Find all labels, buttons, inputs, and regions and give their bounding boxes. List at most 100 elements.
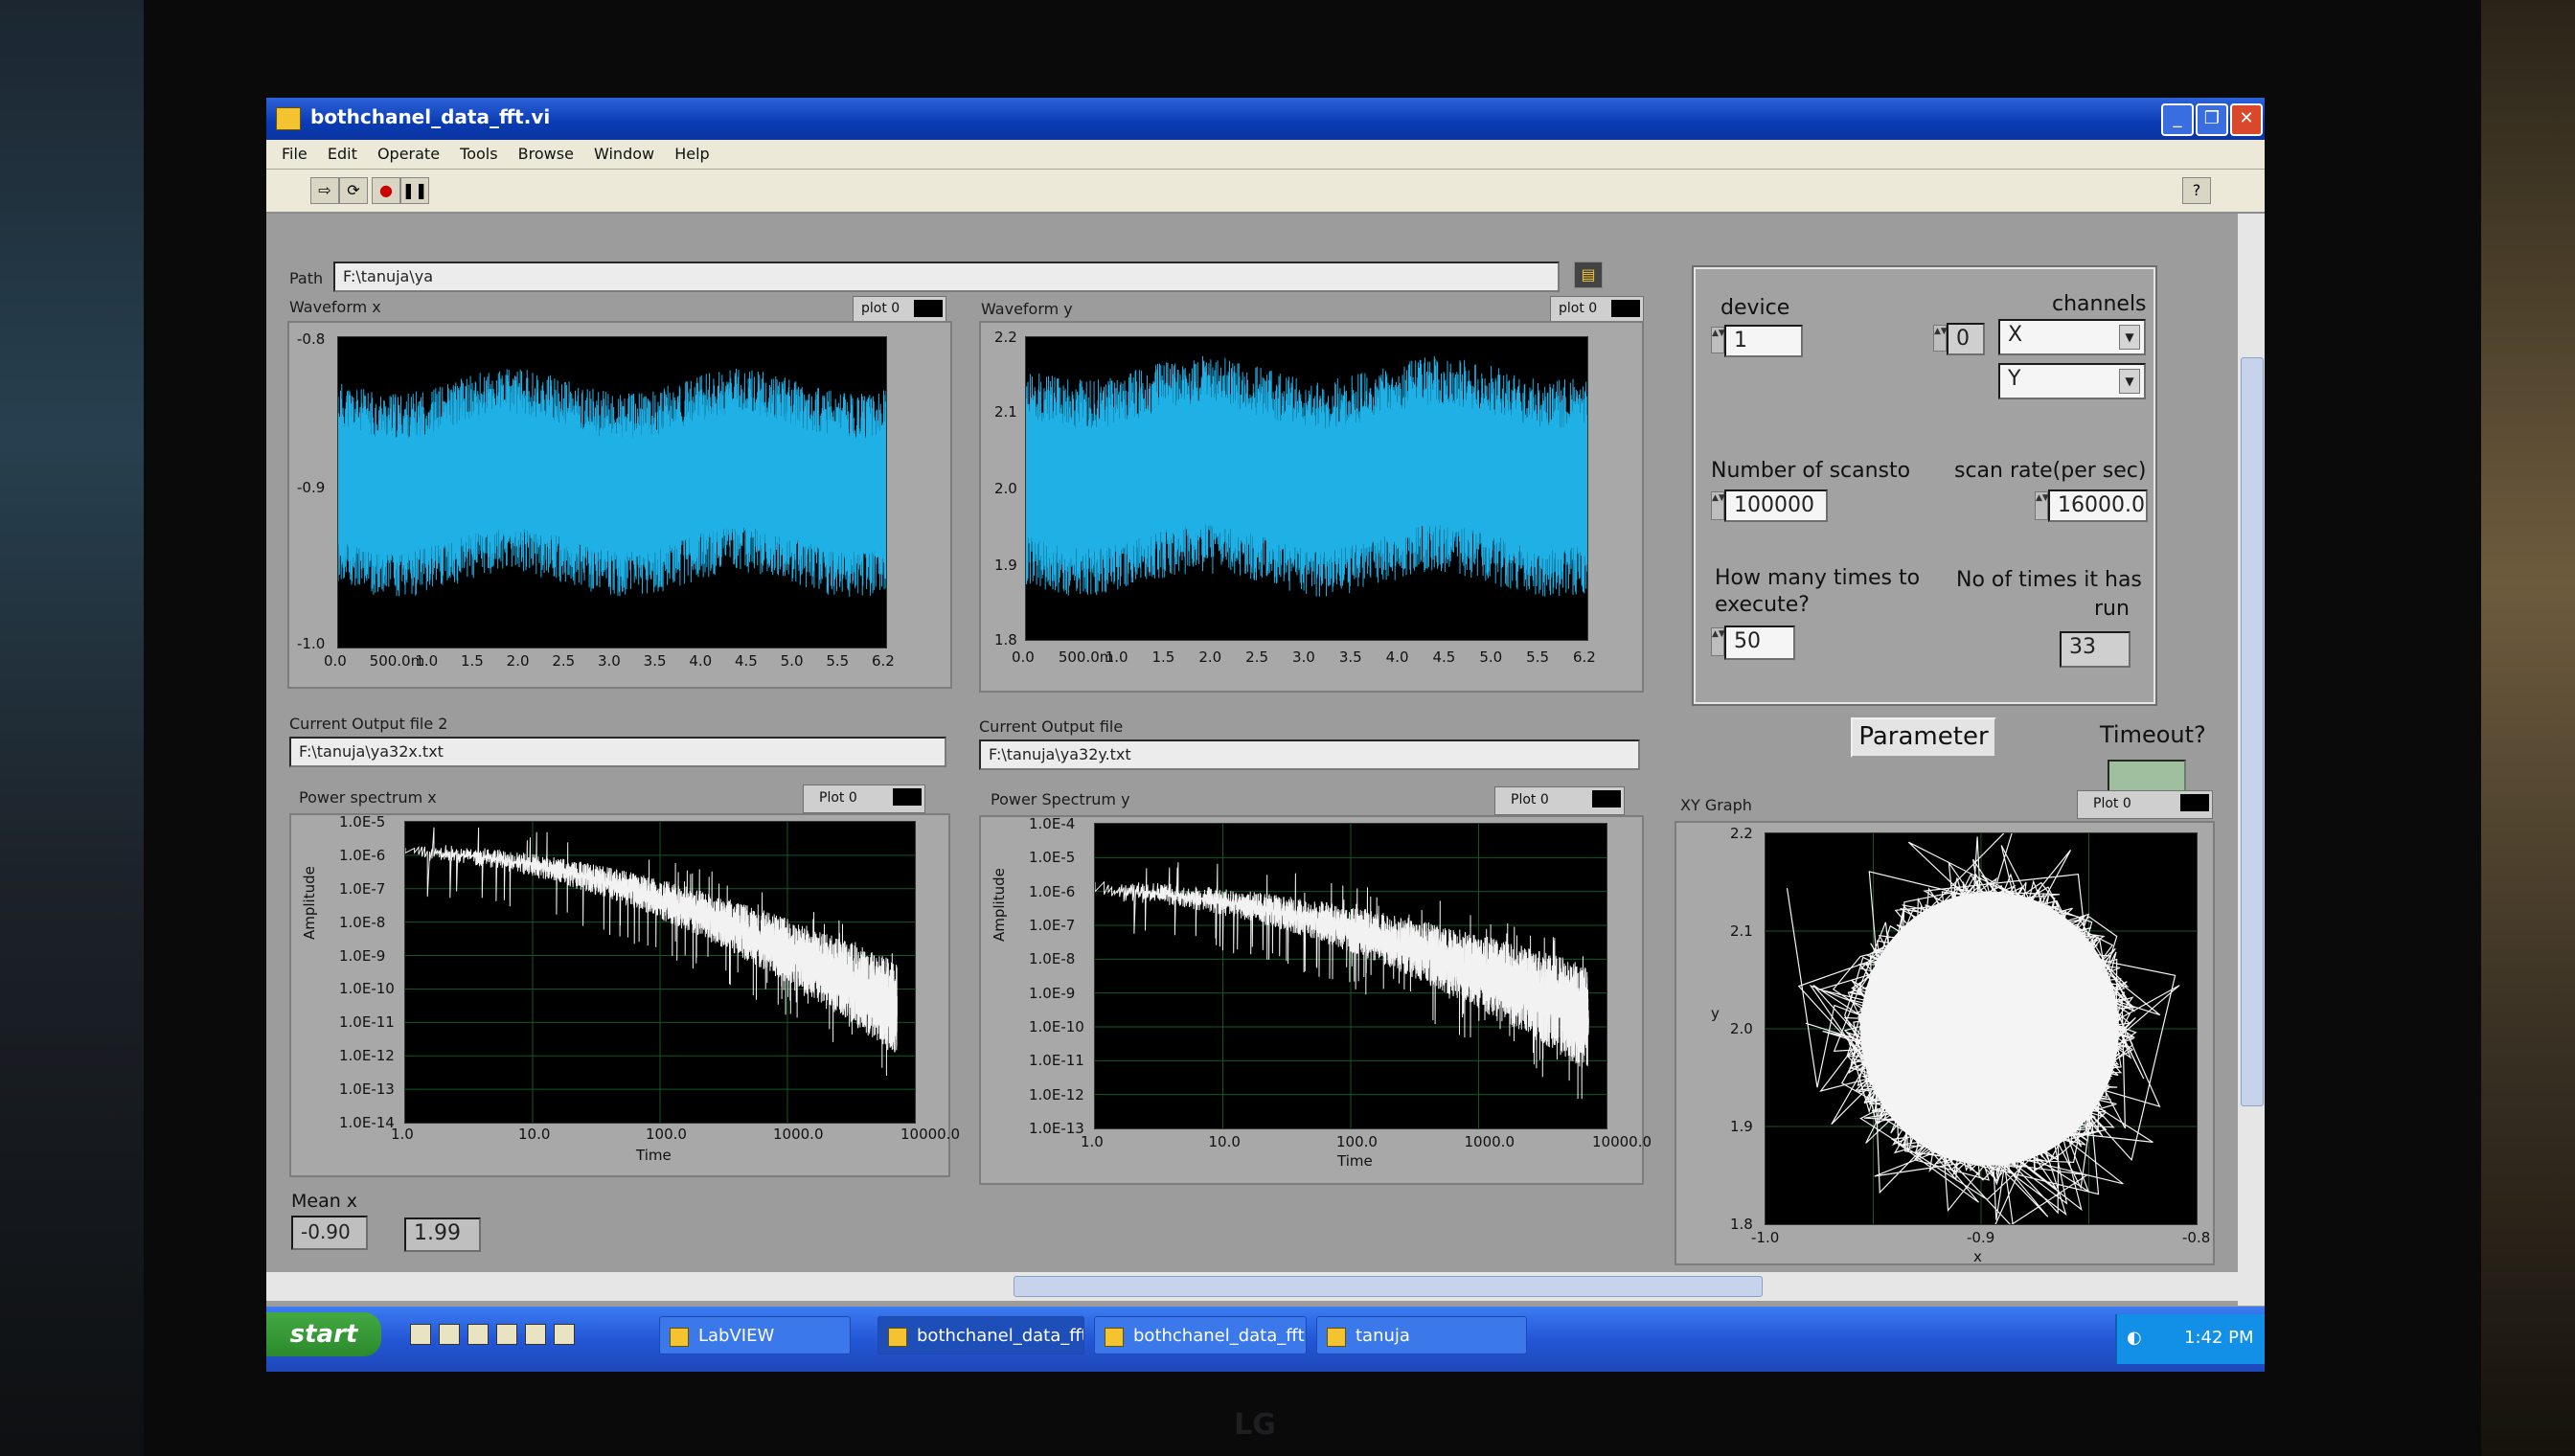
plot-line-swatch-icon bbox=[914, 300, 943, 317]
waveform-y-plot-area[interactable] bbox=[1025, 336, 1588, 641]
horizontal-scroll-thumb[interactable] bbox=[1014, 1276, 1763, 1297]
channel-1-select[interactable]: X ▼ bbox=[1998, 319, 2146, 355]
wy-y-tick: 2.2 bbox=[994, 329, 1017, 346]
parameter-button[interactable]: Parameter bbox=[1851, 717, 1996, 758]
wy-y-tick: 1.9 bbox=[994, 557, 1017, 574]
waveform-y-graph: 2.2 2.1 2.0 1.9 1.8 0.0 500.0m 1.0 1.5 2.0 2.… bbox=[979, 321, 1644, 693]
scans-spinner-icon[interactable]: ▲▼ bbox=[1711, 491, 1725, 520]
vertical-scrollbar[interactable] bbox=[2238, 214, 2265, 1306]
quicklaunch-labview-icon[interactable] bbox=[439, 1324, 460, 1345]
chevron-down-icon[interactable]: ▼ bbox=[2119, 369, 2140, 394]
quicklaunch-chrome-icon[interactable] bbox=[525, 1324, 546, 1345]
menu-help[interactable]: Help bbox=[674, 145, 710, 163]
quicklaunch-ie-icon[interactable] bbox=[410, 1324, 431, 1345]
minimize-button[interactable]: _ bbox=[2161, 103, 2194, 136]
px-y-tick: 1.0E-6 bbox=[339, 846, 386, 864]
help-icon[interactable]: ? bbox=[2182, 177, 2211, 204]
scan-rate-input[interactable]: 16000.0 bbox=[2048, 489, 2148, 522]
py-y-tick: 1.0E-10 bbox=[1029, 1018, 1084, 1035]
channel-index-spinner-icon[interactable]: ▲▼ bbox=[1933, 325, 1948, 352]
quicklaunch-explorer-icon[interactable] bbox=[496, 1324, 517, 1345]
device-spinner-icon[interactable]: ▲▼ bbox=[1711, 327, 1725, 353]
xy-ylabel: y bbox=[1711, 1005, 1720, 1022]
wy-x-tick: 1.5 bbox=[1151, 648, 1175, 666]
path-input[interactable]: F:\tanuja\ya bbox=[333, 262, 1560, 292]
browse-folder-icon[interactable]: ▤ bbox=[1574, 262, 1603, 288]
taskbar-item-labview[interactable]: LabVIEW bbox=[659, 1316, 851, 1354]
waveform-y-legend[interactable]: plot 0 bbox=[1550, 296, 1644, 323]
pause-icon[interactable]: ❚❚ bbox=[400, 177, 429, 204]
power-y-legend[interactable]: Plot 0 bbox=[1494, 786, 1625, 815]
path-label: Path bbox=[289, 269, 324, 287]
mean-label: Mean x bbox=[291, 1191, 358, 1212]
power-x-legend-text: Plot 0 bbox=[819, 790, 857, 806]
xy-graph-legend[interactable]: Plot 0 bbox=[2077, 790, 2213, 819]
taskbar-item-label: tanuja bbox=[1356, 1326, 1410, 1346]
wx-y-tick: -0.8 bbox=[297, 330, 326, 348]
channel-2-select[interactable]: Y ▼ bbox=[1998, 363, 2146, 399]
start-button[interactable]: start bbox=[266, 1312, 381, 1356]
menu-operate[interactable]: Operate bbox=[376, 145, 441, 163]
spectrum-trace bbox=[405, 827, 898, 1077]
scan-rate-spinner-icon[interactable]: ▲▼ bbox=[2035, 491, 2049, 520]
menu-edit[interactable]: Edit bbox=[327, 145, 357, 163]
menu-file[interactable]: File bbox=[282, 145, 308, 163]
xy-graph: 2.2 2.1 2.0 1.9 1.8 y -1.0 -0.9 -0.8 x bbox=[1675, 821, 2215, 1265]
power-x-legend[interactable]: Plot 0 bbox=[803, 785, 925, 813]
device-input[interactable]: 1 bbox=[1724, 325, 1803, 357]
menu-window[interactable]: Window bbox=[594, 145, 655, 163]
waveform-x-plot-area[interactable] bbox=[337, 336, 887, 648]
taskbar-item-vi-diagram[interactable]: bothchanel_data_fft.... bbox=[1094, 1316, 1307, 1354]
taskbar: start LabVIEW bothchanel_data_fft.vi bot… bbox=[266, 1307, 2265, 1372]
tray-network-icon[interactable]: ◐ bbox=[2127, 1328, 2142, 1348]
scans-input[interactable]: 100000 bbox=[1724, 489, 1828, 522]
chevron-down-icon[interactable]: ▼ bbox=[2119, 325, 2140, 350]
xy-y-tick: 2.1 bbox=[1730, 922, 1753, 940]
power-y-plot-area[interactable] bbox=[1094, 823, 1607, 1129]
labview-vi-icon bbox=[276, 107, 301, 130]
waveform-x-legend[interactable]: plot 0 bbox=[853, 296, 946, 323]
run-continuously-icon[interactable]: ⟳ bbox=[339, 177, 368, 204]
photo-background-right bbox=[2481, 0, 2575, 1456]
execute-times-spinner-icon[interactable]: ▲▼ bbox=[1711, 627, 1725, 656]
close-button[interactable]: ✕ bbox=[2230, 103, 2263, 136]
wx-y-tick: -0.9 bbox=[297, 479, 326, 496]
py-y-tick: 1.0E-6 bbox=[1029, 882, 1076, 900]
channel-index-input[interactable]: 0 bbox=[1947, 323, 1985, 355]
wy-x-tick: 3.0 bbox=[1292, 648, 1315, 666]
wx-x-tick: 1.5 bbox=[461, 652, 484, 670]
taskbar-item-label: bothchanel_data_fft.... bbox=[1133, 1326, 1306, 1346]
menu-tools[interactable]: Tools bbox=[460, 145, 498, 163]
plot-line-swatch-icon bbox=[893, 788, 922, 806]
maximize-button[interactable]: ❐ bbox=[2196, 103, 2228, 136]
waveform-x-legend-text: plot 0 bbox=[861, 301, 900, 316]
abort-icon[interactable]: ● bbox=[372, 177, 400, 204]
wx-x-tick: 2.5 bbox=[552, 652, 576, 670]
menu-bar: File Edit Operate Tools Browse Window He… bbox=[266, 140, 2265, 170]
waveform-trace bbox=[338, 368, 886, 597]
run-count-label-line2: run bbox=[2094, 597, 2130, 621]
menu-browse[interactable]: Browse bbox=[517, 145, 574, 163]
py-x-tick: 1000.0 bbox=[1464, 1133, 1515, 1150]
window-titlebar[interactable]: bothchanel_data_fft.vi _ ❐ ✕ bbox=[266, 98, 2265, 140]
taskbar-item-folder[interactable]: tanuja bbox=[1316, 1316, 1527, 1354]
px-ylabel: Amplitude bbox=[301, 866, 318, 940]
taskbar-item-vi-active[interactable]: bothchanel_data_fft.vi bbox=[877, 1316, 1084, 1354]
px-y-tick: 1.0E-13 bbox=[339, 1081, 395, 1099]
quicklaunch-folder-icon[interactable] bbox=[554, 1324, 575, 1345]
execute-times-input[interactable]: 50 bbox=[1724, 626, 1795, 660]
taskbar-item-label: LabVIEW bbox=[698, 1326, 775, 1346]
xy-y-tick: 1.8 bbox=[1730, 1216, 1753, 1233]
channel-2-value: Y bbox=[2008, 367, 2021, 391]
power-x-plot-area[interactable] bbox=[404, 821, 916, 1124]
output-file-field: F:\tanuja\ya32y.txt bbox=[979, 739, 1640, 770]
xy-plot-area[interactable] bbox=[1765, 832, 2198, 1225]
wx-x-tick: 2.0 bbox=[506, 652, 530, 670]
px-y-tick: 1.0E-9 bbox=[339, 946, 386, 965]
horizontal-scrollbar[interactable] bbox=[266, 1272, 2238, 1301]
quicklaunch-media-icon[interactable] bbox=[467, 1324, 489, 1345]
run-arrow-icon[interactable]: ⇨ bbox=[310, 177, 339, 204]
plot-line-swatch-icon bbox=[2180, 794, 2209, 811]
labview-icon bbox=[670, 1328, 689, 1347]
vertical-scroll-thumb[interactable] bbox=[2241, 357, 2264, 1106]
